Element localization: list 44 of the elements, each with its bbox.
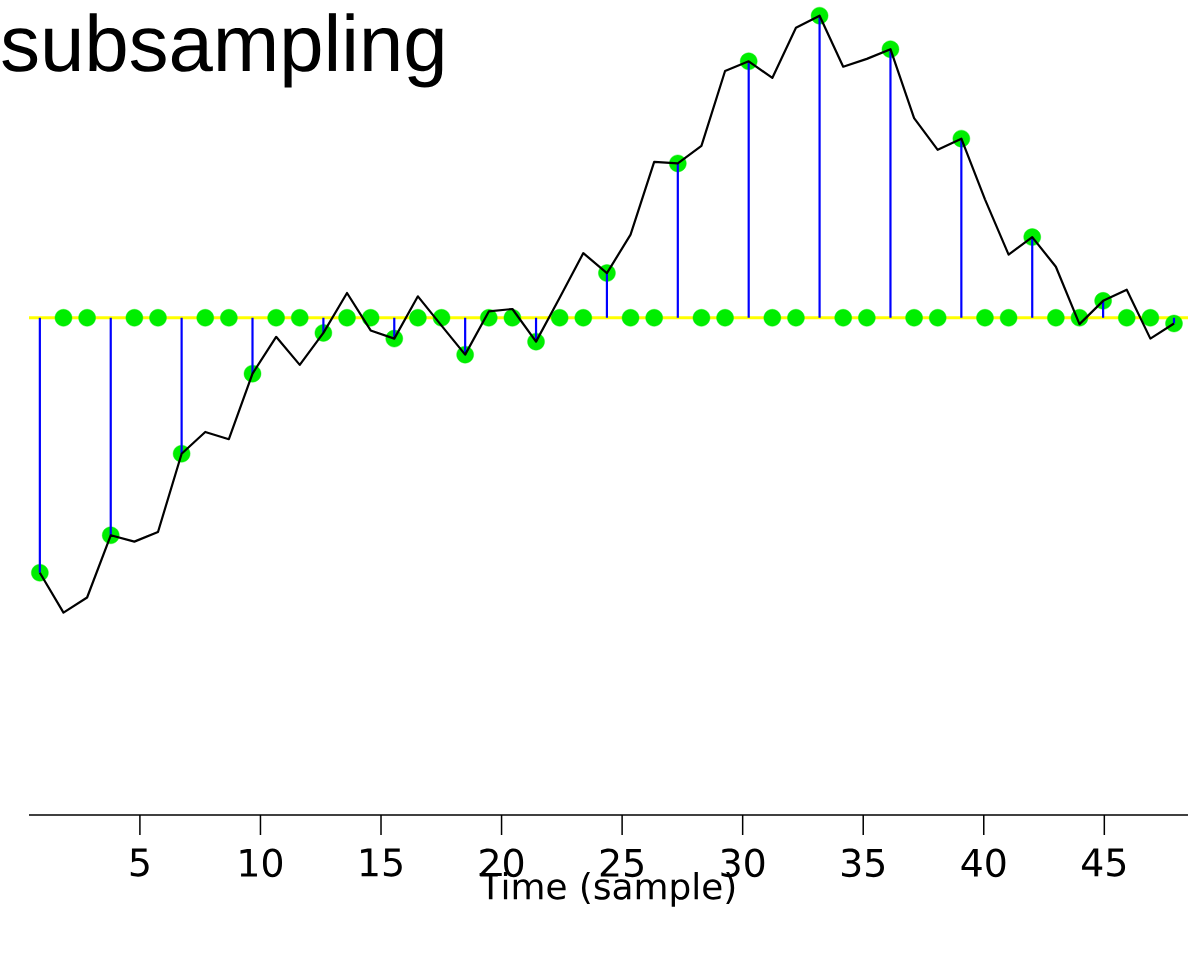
point [220, 309, 238, 327]
x-tick-label: 40 [961, 848, 1006, 878]
point [196, 309, 214, 327]
point [834, 309, 852, 327]
point [1118, 309, 1136, 327]
x-tick-label: 5 [130, 848, 149, 877]
point [999, 309, 1018, 327]
point [291, 309, 309, 327]
bar [889, 49, 892, 318]
point [338, 309, 356, 327]
point [409, 309, 427, 327]
bar [109, 317, 112, 536]
point [692, 309, 711, 327]
point [361, 309, 380, 327]
point [858, 309, 876, 327]
bar [38, 317, 41, 573]
point [645, 309, 663, 327]
chart-title: subsampling [2, 13, 443, 88]
point [929, 309, 947, 327]
point [716, 309, 734, 327]
point [550, 309, 569, 327]
point [574, 309, 592, 327]
point [149, 309, 167, 327]
x-tick-label: 45 [1082, 848, 1126, 877]
point [905, 309, 923, 327]
bar [605, 273, 609, 318]
x-tick-label: 10 [240, 848, 283, 878]
point [78, 309, 96, 327]
point [1047, 309, 1065, 327]
bar [251, 317, 254, 374]
x-tick-label: 35 [842, 848, 884, 878]
point [787, 309, 805, 327]
point [125, 309, 144, 327]
bar [676, 163, 679, 318]
x-tick-label: 15 [361, 848, 402, 877]
point [621, 309, 640, 327]
bar [747, 61, 750, 318]
bar [818, 15, 821, 318]
bar [960, 138, 963, 318]
point [54, 309, 73, 327]
point [1141, 309, 1160, 327]
point [267, 309, 285, 327]
point [976, 309, 994, 327]
point [763, 309, 782, 327]
